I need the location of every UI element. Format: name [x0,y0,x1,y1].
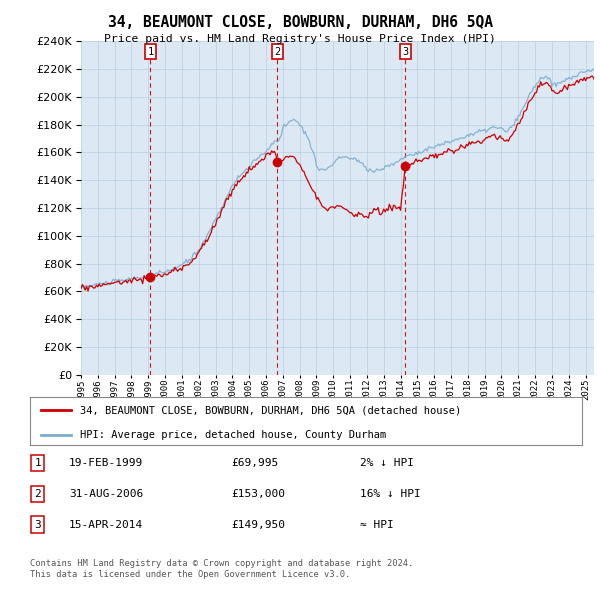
Text: 2% ↓ HPI: 2% ↓ HPI [360,458,414,468]
Text: 1: 1 [34,458,41,468]
Text: £153,000: £153,000 [231,489,285,499]
Text: 2: 2 [274,47,280,57]
Text: 3: 3 [34,520,41,529]
Text: 34, BEAUMONT CLOSE, BOWBURN, DURHAM, DH6 5QA: 34, BEAUMONT CLOSE, BOWBURN, DURHAM, DH6… [107,15,493,30]
Text: 15-APR-2014: 15-APR-2014 [69,520,143,529]
Text: Price paid vs. HM Land Registry's House Price Index (HPI): Price paid vs. HM Land Registry's House … [104,34,496,44]
Text: £69,995: £69,995 [231,458,278,468]
Text: Contains HM Land Registry data © Crown copyright and database right 2024.: Contains HM Land Registry data © Crown c… [30,559,413,568]
Text: 31-AUG-2006: 31-AUG-2006 [69,489,143,499]
Text: 2: 2 [34,489,41,499]
Text: 19-FEB-1999: 19-FEB-1999 [69,458,143,468]
Text: 16% ↓ HPI: 16% ↓ HPI [360,489,421,499]
Text: £149,950: £149,950 [231,520,285,529]
Text: 3: 3 [403,47,409,57]
Text: This data is licensed under the Open Government Licence v3.0.: This data is licensed under the Open Gov… [30,571,350,579]
Text: 34, BEAUMONT CLOSE, BOWBURN, DURHAM, DH6 5QA (detached house): 34, BEAUMONT CLOSE, BOWBURN, DURHAM, DH6… [80,405,461,415]
Text: HPI: Average price, detached house, County Durham: HPI: Average price, detached house, Coun… [80,430,386,440]
Text: 1: 1 [148,47,154,57]
Text: ≈ HPI: ≈ HPI [360,520,394,529]
